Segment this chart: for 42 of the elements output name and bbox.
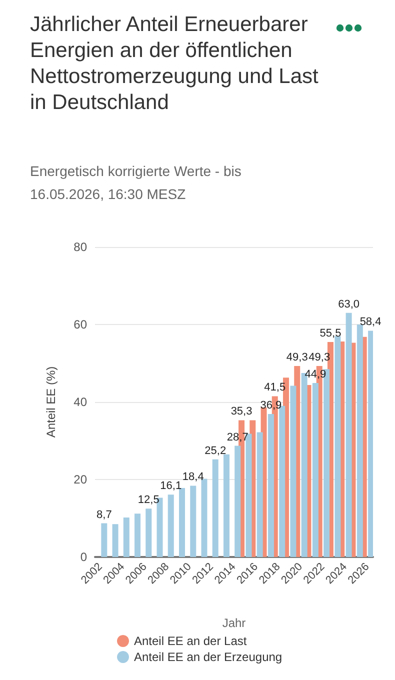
y-tick-label: 20 xyxy=(74,472,88,486)
bar xyxy=(356,324,363,557)
bar xyxy=(101,523,108,557)
chart-title: Jährlicher Anteil Erneuerbarer Energien an der öffentlichen Nettostromerzeugung und Last in Deutschland xyxy=(30,12,320,116)
bar xyxy=(168,494,174,557)
data-label: 16,1 xyxy=(160,480,182,492)
y-axis-title: Anteil EE (%) xyxy=(44,366,58,438)
bar xyxy=(268,414,274,557)
bar xyxy=(368,330,373,557)
bar xyxy=(346,312,352,557)
legend-label: Anteil EE an der Last xyxy=(134,634,248,648)
bar xyxy=(212,459,218,557)
data-label: 18,4 xyxy=(182,471,204,484)
y-tick-label: 60 xyxy=(74,318,88,332)
bar xyxy=(256,432,263,557)
x-axis-title: Jahr xyxy=(222,616,246,630)
y-tick-label: 80 xyxy=(74,240,88,254)
data-label: 8,7 xyxy=(96,508,112,521)
bar xyxy=(234,446,241,557)
bar xyxy=(312,383,318,557)
data-label: 49,3 xyxy=(286,351,308,364)
data-label: 12,5 xyxy=(138,494,160,506)
y-tick-label: 0 xyxy=(80,550,88,564)
bar xyxy=(223,454,230,557)
data-label: 35,3 xyxy=(230,406,252,418)
data-label: 58,4 xyxy=(360,316,382,328)
data-label: 25,2 xyxy=(204,444,226,457)
bar xyxy=(146,508,152,557)
data-label: 44,9 xyxy=(304,368,326,381)
bar xyxy=(190,486,196,557)
legend-label: Anteil EE an der Erzeugung xyxy=(134,650,282,664)
chart-subtitle: Energetisch korrigierte Werte - bis 16.05.2026, 16:30 MESZ xyxy=(30,162,242,204)
bar xyxy=(123,517,130,557)
bar xyxy=(112,524,118,557)
bar xyxy=(279,406,286,557)
y-tick-label: 40 xyxy=(74,395,88,409)
bar xyxy=(290,386,296,557)
bar xyxy=(334,336,341,557)
bar xyxy=(134,514,141,557)
bar xyxy=(324,369,330,557)
data-label: 63,0 xyxy=(338,298,360,310)
data-label: 55,5 xyxy=(320,327,342,340)
